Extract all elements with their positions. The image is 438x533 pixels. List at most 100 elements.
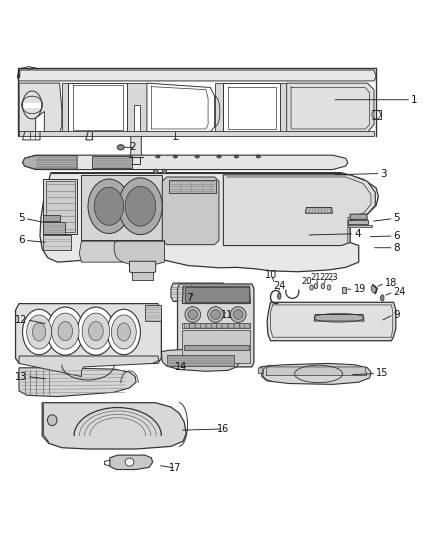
Text: 6: 6	[18, 235, 25, 245]
Text: 18: 18	[385, 278, 397, 288]
Ellipse shape	[78, 307, 114, 355]
Polygon shape	[169, 180, 215, 193]
Text: 11: 11	[221, 310, 233, 320]
Polygon shape	[145, 305, 161, 321]
Ellipse shape	[58, 321, 73, 341]
FancyBboxPatch shape	[184, 324, 190, 328]
Text: 9: 9	[394, 310, 400, 319]
Text: 2: 2	[129, 142, 136, 152]
Text: 20: 20	[301, 277, 311, 286]
Ellipse shape	[188, 310, 198, 319]
FancyBboxPatch shape	[234, 324, 240, 328]
Polygon shape	[162, 177, 219, 245]
Polygon shape	[62, 83, 68, 132]
Polygon shape	[223, 83, 280, 132]
Ellipse shape	[47, 415, 57, 426]
Polygon shape	[46, 181, 75, 231]
Ellipse shape	[310, 285, 313, 290]
Polygon shape	[147, 83, 215, 132]
Polygon shape	[185, 287, 249, 302]
Ellipse shape	[94, 187, 124, 225]
Ellipse shape	[47, 307, 84, 355]
Text: 5: 5	[18, 214, 25, 223]
Polygon shape	[79, 241, 164, 262]
Text: 10: 10	[265, 270, 278, 280]
Polygon shape	[68, 83, 127, 132]
FancyBboxPatch shape	[190, 324, 195, 328]
Ellipse shape	[125, 458, 134, 466]
Text: 23: 23	[327, 273, 338, 282]
Text: 15: 15	[376, 368, 389, 378]
Text: 24: 24	[273, 281, 286, 290]
Polygon shape	[215, 83, 223, 132]
FancyBboxPatch shape	[240, 324, 245, 328]
Polygon shape	[171, 283, 226, 302]
Polygon shape	[114, 240, 164, 265]
Ellipse shape	[381, 295, 384, 301]
Text: 17: 17	[169, 463, 181, 473]
Polygon shape	[110, 455, 152, 470]
Ellipse shape	[119, 178, 162, 235]
Polygon shape	[258, 368, 264, 374]
Ellipse shape	[117, 323, 131, 341]
Text: 1: 1	[411, 95, 418, 104]
Polygon shape	[177, 284, 254, 367]
Polygon shape	[266, 367, 367, 376]
FancyBboxPatch shape	[206, 324, 212, 328]
Polygon shape	[305, 207, 332, 213]
FancyBboxPatch shape	[228, 324, 233, 328]
Polygon shape	[43, 235, 71, 250]
Polygon shape	[92, 157, 132, 168]
Ellipse shape	[27, 315, 52, 349]
Polygon shape	[127, 83, 147, 132]
Polygon shape	[287, 83, 374, 132]
Ellipse shape	[195, 155, 199, 158]
Ellipse shape	[107, 309, 141, 354]
FancyBboxPatch shape	[222, 324, 227, 328]
Text: 12: 12	[14, 315, 27, 325]
Ellipse shape	[278, 293, 281, 299]
Ellipse shape	[233, 310, 243, 319]
Ellipse shape	[88, 179, 130, 233]
Polygon shape	[161, 349, 240, 372]
Polygon shape	[350, 214, 367, 220]
Polygon shape	[22, 156, 77, 169]
Polygon shape	[21, 103, 42, 108]
Text: 13: 13	[14, 372, 27, 382]
FancyBboxPatch shape	[195, 324, 201, 328]
FancyBboxPatch shape	[244, 324, 250, 328]
Ellipse shape	[162, 169, 166, 174]
Ellipse shape	[208, 306, 223, 322]
Ellipse shape	[88, 321, 103, 341]
Polygon shape	[348, 225, 372, 227]
FancyBboxPatch shape	[212, 324, 217, 328]
Polygon shape	[130, 132, 143, 159]
Polygon shape	[17, 70, 376, 81]
Ellipse shape	[82, 313, 110, 349]
Polygon shape	[267, 302, 396, 341]
Ellipse shape	[230, 306, 246, 322]
Text: 24: 24	[394, 287, 406, 297]
Polygon shape	[182, 330, 251, 364]
Polygon shape	[261, 364, 371, 384]
Polygon shape	[15, 304, 161, 364]
Ellipse shape	[256, 155, 261, 158]
Polygon shape	[22, 155, 348, 169]
Ellipse shape	[111, 315, 136, 349]
Text: 4: 4	[354, 229, 361, 239]
Polygon shape	[130, 261, 155, 275]
Text: 22: 22	[320, 273, 330, 282]
Text: 8: 8	[394, 243, 400, 253]
Polygon shape	[18, 68, 376, 138]
Ellipse shape	[125, 187, 155, 226]
Ellipse shape	[155, 155, 160, 158]
Ellipse shape	[321, 284, 325, 289]
Ellipse shape	[327, 285, 331, 290]
Ellipse shape	[217, 155, 221, 158]
Polygon shape	[166, 354, 234, 366]
Polygon shape	[314, 314, 364, 321]
Text: 3: 3	[381, 168, 387, 179]
Ellipse shape	[32, 323, 46, 341]
Polygon shape	[348, 220, 368, 224]
Polygon shape	[42, 403, 186, 449]
